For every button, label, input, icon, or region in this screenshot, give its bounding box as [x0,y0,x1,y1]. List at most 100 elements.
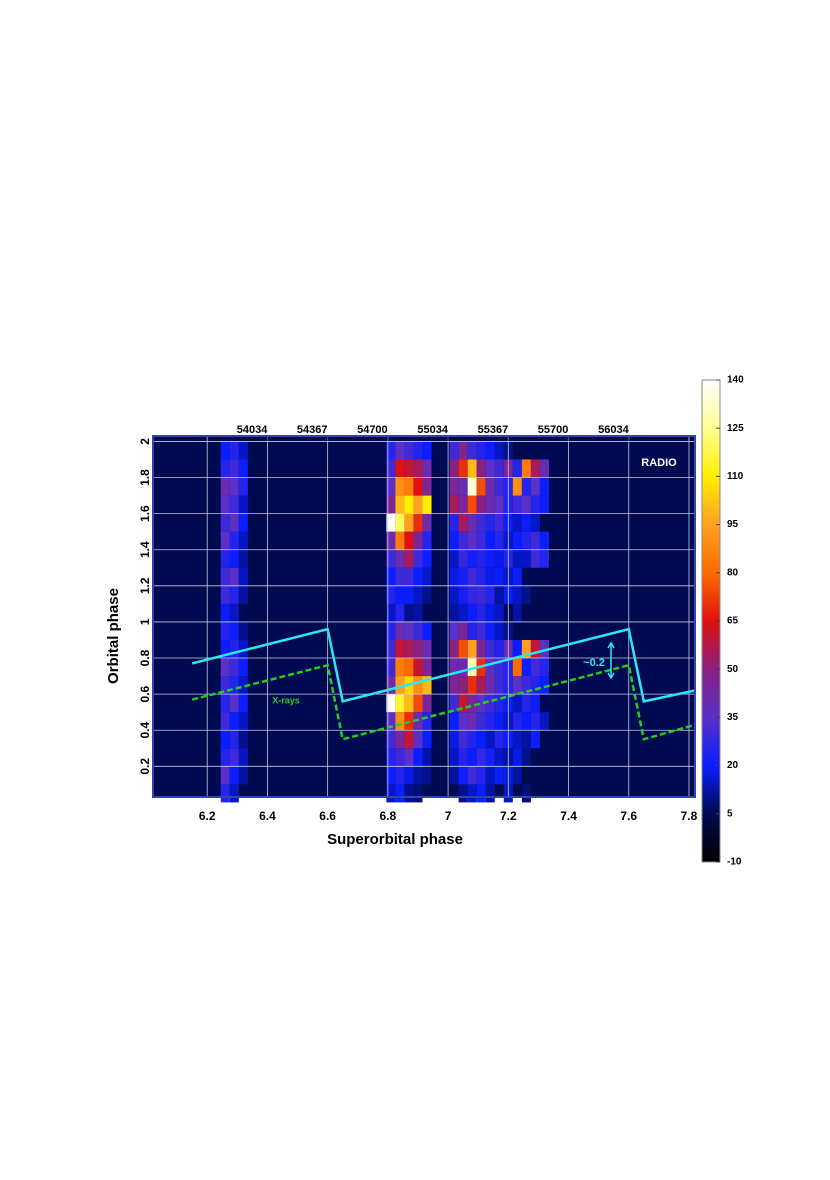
heatmap-cell [229,712,239,731]
heatmap-cell [476,639,486,659]
x2-tick-label: 55034 [417,424,448,436]
heatmap-cell [395,513,405,532]
y-tick-label: 1.2 [138,577,152,594]
heatmap-cell [395,459,405,478]
heatmap-cell [458,730,468,749]
heatmap-cell [386,712,396,731]
heatmap-cell [238,495,248,514]
heatmap-cell [539,495,549,514]
heatmap-cell [485,694,495,713]
heatmap-cell [413,658,423,677]
y-tick-label: 1.8 [138,469,152,486]
x-tick-label: 6.4 [259,809,276,823]
heatmap-cell [220,495,230,514]
heatmap-cell [229,513,239,532]
heatmap-cell [530,639,540,659]
heatmap-cell [413,784,423,803]
heatmap-cell [229,603,239,622]
heatmap-cell [494,639,504,659]
heatmap-cell [494,513,504,532]
heatmap-cell [386,730,396,749]
heatmap-cell [521,549,531,568]
heatmap-cell [476,603,486,622]
heatmap-cell [521,513,531,532]
heatmap-cell [521,712,531,731]
heatmap-cell [229,459,239,478]
heatmap-cell [521,694,531,713]
heatmap-cell [512,567,522,586]
x2-tick-label: 54034 [237,424,268,436]
heatmap-cell [494,495,504,514]
heatmap-cell [422,621,432,640]
heatmap-cell [386,784,396,803]
heatmap-cell [404,495,414,514]
heatmap-cell [485,639,495,659]
heatmap-cell [512,531,522,550]
heatmap-cell [494,459,504,478]
heatmap-cell [458,766,468,785]
heatmap-cell [530,712,540,731]
heatmap-cell [485,603,495,622]
colorbar-tick-label: 35 [727,712,739,723]
heatmap-cell [395,766,405,785]
colorbar-tick-label: 95 [727,519,739,530]
x-tick-label: 7.2 [500,809,517,823]
heatmap-cell [449,730,459,749]
heatmap-cell [422,459,432,478]
heatmap-cell [229,621,239,640]
heatmap-cell [467,513,477,532]
heatmap-cell [458,567,468,586]
heatmap-cell [476,730,486,749]
heatmap-cell [476,621,486,640]
heatmap-cell [229,766,239,785]
heatmap-cell [238,477,248,496]
colorbar-tick-label: 20 [727,760,739,771]
colorbar-tick-label: 80 [727,567,739,578]
heatmap-cell [512,513,522,532]
heatmap-cell [413,549,423,568]
heatmap-cell [458,549,468,568]
heatmap-cell [449,712,459,731]
heatmap-cell [467,748,477,767]
heatmap-cell [422,730,432,749]
colorbar-tick-label: 140 [727,375,744,386]
heatmap-cell [413,531,423,550]
heatmap-cell [485,495,495,514]
heatmap-cell [512,459,522,478]
heatmap-cell [476,784,486,803]
heatmap-cell [413,712,423,731]
heatmap-cell [485,567,495,586]
heatmap-cell [476,495,486,514]
heatmap-cell [449,658,459,677]
colorbar-tick-label: 125 [727,423,744,434]
heatmap-cell [404,658,414,677]
heatmap-cell [467,766,477,785]
heatmap-cell [238,658,248,677]
heatmap-cell [386,639,396,659]
heatmap-cell [467,658,477,677]
heatmap-cell [238,585,248,604]
heatmap-cell [530,549,540,568]
heatmap-cell [512,477,522,496]
heatmap-cell [404,513,414,532]
heatmap-cell [512,495,522,514]
heatmap-cell [386,658,396,677]
heatmap-cell [220,712,230,731]
heatmap-cell [229,694,239,713]
heatmap-cell [458,477,468,496]
heatmap-cell [220,730,230,749]
heatmap-cell [521,730,531,749]
plot-frame [152,435,696,798]
heatmap-cell [539,676,549,695]
heatmap-cell [395,676,405,695]
heatmap-cell [485,441,495,460]
heatmap-cell [485,766,495,785]
heatmap-cell [476,748,486,767]
heatmap-cell [467,694,477,713]
heatmap-cell [521,585,531,604]
heatmap-cell [413,676,423,695]
heatmap-cell [530,658,540,677]
heatmap-cell [521,459,531,478]
heatmap-cell [485,477,495,496]
heatmap-cell [238,730,248,749]
